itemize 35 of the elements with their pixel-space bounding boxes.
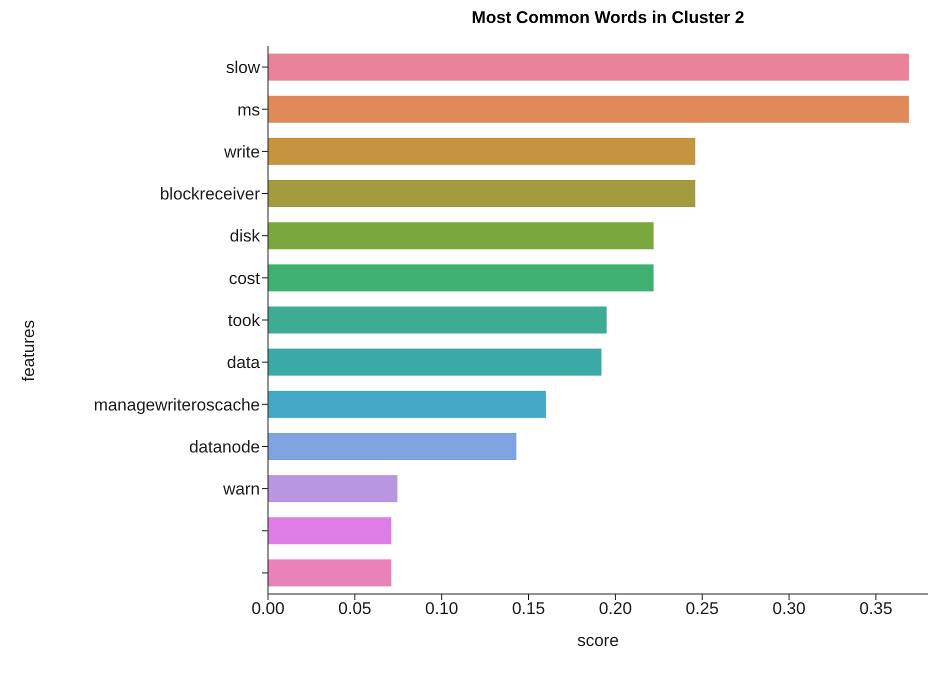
bar	[268, 306, 607, 334]
bar	[268, 475, 398, 502]
bar	[268, 264, 654, 292]
bar	[268, 138, 696, 165]
x-tick-label: 0.15	[512, 599, 546, 618]
y-tick-label: slow	[226, 58, 261, 78]
bar	[268, 517, 392, 544]
bar	[268, 348, 602, 376]
chart-title: Most Common Words in Cluster 2	[470, 8, 746, 29]
y-tick-label: blockreceiver	[160, 184, 260, 204]
x-tick-label: 0.35	[859, 599, 892, 618]
y-tick-label: disk	[230, 226, 260, 246]
y-tick-label: data	[226, 353, 261, 372]
y-tick-label: ms	[237, 100, 260, 120]
bar	[268, 180, 696, 208]
y-tick-label: warn	[222, 480, 260, 499]
x-tick-label: 0.30	[772, 599, 806, 618]
x-tick-label: 0.10	[425, 599, 458, 618]
y-tick-label: cost	[228, 268, 260, 288]
x-axis-title: score	[577, 631, 619, 650]
bar	[268, 222, 654, 250]
x-tick-label: 0.05	[338, 599, 372, 618]
bar	[268, 96, 909, 123]
bar	[268, 54, 909, 81]
bar	[268, 559, 392, 586]
y-tick-label: datanode	[189, 437, 260, 456]
y-tick-label: managewriteroscache	[94, 395, 260, 414]
x-tick-label: 0.25	[686, 599, 719, 618]
bar	[268, 390, 546, 418]
y-axis-title: features	[19, 320, 38, 382]
y-tick-label: write	[223, 142, 260, 162]
x-tick-label: 0.20	[598, 599, 632, 618]
bar	[268, 432, 516, 460]
y-tick-label: took	[228, 311, 260, 330]
x-tick-label: 0.00	[251, 599, 285, 618]
